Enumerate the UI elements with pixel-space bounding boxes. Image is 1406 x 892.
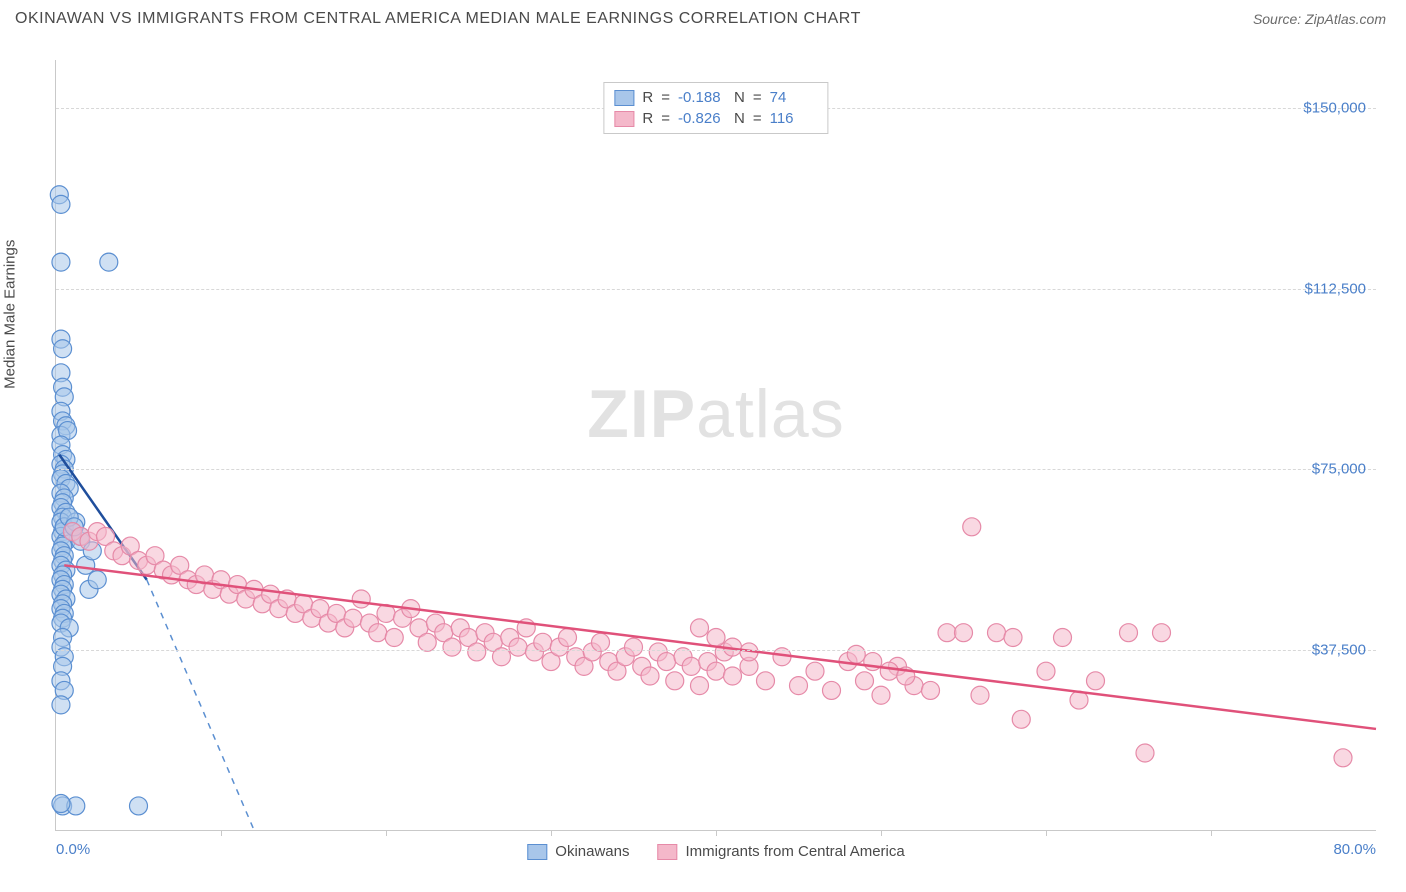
swatch-series-1 — [614, 90, 634, 106]
data-point — [130, 797, 148, 815]
data-point — [971, 686, 989, 704]
x-tick — [386, 830, 387, 836]
trend-line — [64, 565, 1376, 729]
data-point — [369, 624, 387, 642]
data-point — [790, 677, 808, 695]
source-attribution: Source: ZipAtlas.com — [1253, 11, 1386, 27]
data-point — [52, 195, 70, 213]
data-point — [806, 662, 824, 680]
data-point — [1087, 672, 1105, 690]
data-point — [1334, 749, 1352, 767]
data-point — [1037, 662, 1055, 680]
data-point — [666, 672, 684, 690]
legend-swatch-2 — [657, 844, 677, 860]
data-point — [88, 571, 106, 589]
data-point — [922, 681, 940, 699]
data-point — [658, 653, 676, 671]
data-point — [682, 657, 700, 675]
y-tick-label: $37,500 — [1312, 641, 1366, 658]
data-point — [1120, 624, 1138, 642]
trend-line-extension — [147, 580, 254, 830]
data-point — [707, 629, 725, 647]
data-point — [988, 624, 1006, 642]
plot-svg — [56, 60, 1376, 830]
x-tick — [716, 830, 717, 836]
grid-line — [56, 469, 1376, 470]
data-point — [955, 624, 973, 642]
bottom-legend: Okinawans Immigrants from Central Americ… — [527, 843, 904, 860]
data-point — [691, 677, 709, 695]
data-point — [707, 662, 725, 680]
stats-row-series-1: R = -0.188 N = 74 — [614, 87, 817, 108]
data-point — [757, 672, 775, 690]
data-point — [856, 672, 874, 690]
correlation-stats-box: R = -0.188 N = 74 R = -0.826 N = 116 — [603, 82, 828, 134]
data-point — [52, 795, 70, 813]
x-tick — [881, 830, 882, 836]
data-point — [938, 624, 956, 642]
data-point — [963, 518, 981, 536]
data-point — [52, 696, 70, 714]
data-point — [559, 629, 577, 647]
data-point — [641, 667, 659, 685]
grid-line — [56, 289, 1376, 290]
data-point — [54, 340, 72, 358]
legend-label-1: Okinawans — [555, 843, 629, 860]
chart-container: Median Male Earnings ZIPatlas R = -0.188… — [15, 40, 1391, 870]
x-axis-max-label: 80.0% — [1333, 841, 1376, 858]
data-point — [847, 645, 865, 663]
plot-area: ZIPatlas R = -0.188 N = 74 R = -0.826 N … — [55, 60, 1376, 831]
x-tick — [1211, 830, 1212, 836]
data-point — [1012, 710, 1030, 728]
data-point — [468, 643, 486, 661]
legend-label-2: Immigrants from Central America — [685, 843, 904, 860]
stats-row-series-2: R = -0.826 N = 116 — [614, 108, 817, 129]
legend-item-1: Okinawans — [527, 843, 629, 860]
y-tick-label: $112,500 — [1305, 280, 1366, 297]
data-point — [823, 681, 841, 699]
data-point — [1004, 629, 1022, 647]
x-tick — [1046, 830, 1047, 836]
data-point — [691, 619, 709, 637]
data-point — [100, 253, 118, 271]
legend-swatch-1 — [527, 844, 547, 860]
grid-line — [56, 650, 1376, 651]
data-point — [443, 638, 461, 656]
swatch-series-2 — [614, 111, 634, 127]
data-point — [52, 253, 70, 271]
data-point — [1153, 624, 1171, 642]
x-axis-min-label: 0.0% — [56, 841, 90, 858]
data-point — [872, 686, 890, 704]
data-point — [509, 638, 527, 656]
data-point — [344, 609, 362, 627]
y-tick-label: $150,000 — [1303, 100, 1366, 117]
data-point — [385, 629, 403, 647]
legend-item-2: Immigrants from Central America — [657, 843, 904, 860]
data-point — [880, 662, 898, 680]
chart-title: OKINAWAN VS IMMIGRANTS FROM CENTRAL AMER… — [15, 10, 861, 28]
x-tick — [221, 830, 222, 836]
data-point — [724, 667, 742, 685]
data-point — [352, 590, 370, 608]
data-point — [1054, 629, 1072, 647]
x-tick — [551, 830, 552, 836]
data-point — [625, 638, 643, 656]
y-tick-label: $75,000 — [1312, 461, 1366, 478]
y-axis-label: Median Male Earnings — [2, 240, 19, 389]
data-point — [1136, 744, 1154, 762]
